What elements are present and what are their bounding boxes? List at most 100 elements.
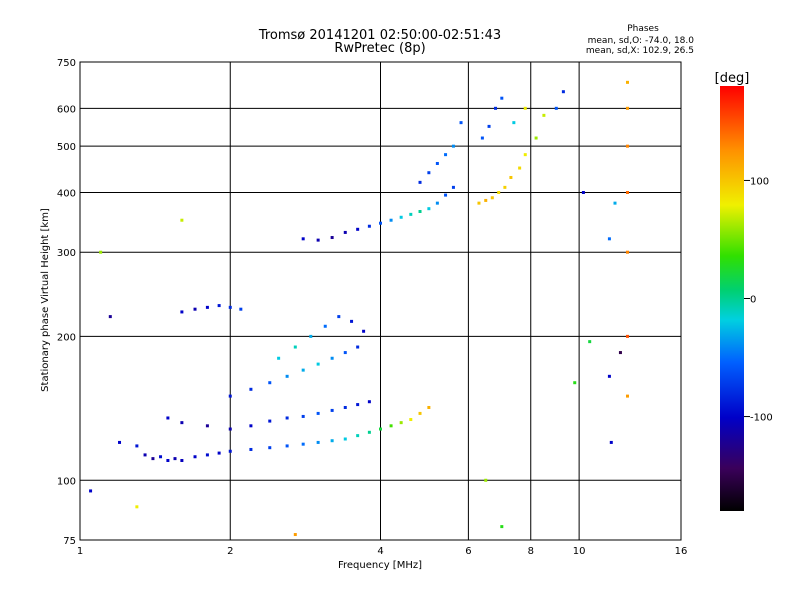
data-point	[494, 106, 498, 110]
data-point	[193, 455, 197, 459]
data-point	[500, 96, 504, 100]
data-point	[228, 449, 232, 453]
data-point	[477, 201, 481, 205]
data-point	[497, 190, 501, 194]
data-point	[444, 153, 448, 157]
x-tick-label: 16	[675, 546, 688, 557]
colorbar-tick-label: -100	[750, 413, 773, 424]
data-point	[573, 381, 577, 385]
y-axis-ticks: 75 100 200 300 400 500 600 750	[57, 58, 76, 547]
stats-o: mean, sd,O: -74.0, 18.0	[588, 36, 695, 46]
data-point	[228, 394, 232, 398]
data-point	[607, 237, 611, 241]
colorbar-tick-label: 100	[750, 176, 769, 187]
data-point	[89, 489, 93, 493]
data-point	[249, 387, 253, 391]
data-point	[389, 424, 393, 428]
data-point	[301, 368, 305, 372]
data-point	[323, 324, 327, 328]
data-point	[409, 212, 413, 216]
data-point	[135, 444, 139, 448]
data-point	[480, 136, 484, 140]
data-point	[367, 400, 371, 404]
y-tick-label: 300	[57, 248, 76, 259]
data-point	[613, 201, 617, 205]
x-tick-label: 10	[573, 546, 586, 557]
data-point	[607, 374, 611, 378]
x-tick-label: 6	[465, 546, 471, 557]
data-point	[277, 356, 281, 360]
data-point	[108, 315, 112, 319]
data-point	[151, 457, 155, 461]
data-point	[534, 136, 538, 140]
data-point	[205, 305, 209, 309]
x-tick-label: 2	[227, 546, 233, 557]
data-point	[301, 442, 305, 446]
data-point	[268, 381, 272, 385]
data-point	[180, 218, 184, 222]
data-point	[330, 408, 334, 412]
data-point	[350, 319, 354, 323]
x-tick-label: 1	[77, 546, 83, 557]
data-point	[356, 227, 360, 231]
data-point	[523, 153, 527, 157]
data-point	[451, 185, 455, 189]
data-point	[343, 437, 347, 441]
x-tick-label: 4	[377, 546, 383, 557]
data-point	[217, 451, 221, 455]
data-point	[173, 457, 177, 461]
data-point	[285, 444, 289, 448]
data-point	[285, 416, 289, 420]
data-point	[625, 250, 629, 254]
colorbar-tick-label: 0	[750, 295, 756, 306]
data-point	[99, 250, 103, 254]
data-point	[503, 185, 507, 189]
data-point	[554, 106, 558, 110]
data-point	[625, 106, 629, 110]
data-point	[581, 190, 585, 194]
data-point	[451, 144, 455, 148]
data-point	[143, 453, 147, 457]
data-point	[330, 356, 334, 360]
data-point	[249, 447, 253, 451]
data-point	[293, 345, 297, 349]
data-point	[205, 424, 209, 428]
chart-subtitle: RwPretec (8p)	[334, 41, 425, 56]
data-point	[367, 430, 371, 434]
data-point	[379, 427, 382, 431]
data-point	[362, 329, 366, 333]
y-tick-label: 200	[57, 332, 76, 343]
data-point	[193, 307, 197, 311]
data-point	[316, 411, 320, 415]
data-point	[356, 345, 360, 349]
data-point	[217, 304, 221, 308]
data-point	[330, 236, 334, 240]
colorbar-label: [deg]	[715, 71, 750, 86]
data-point	[309, 334, 313, 338]
data-point	[418, 210, 422, 214]
data-point	[301, 237, 305, 241]
data-point	[542, 113, 546, 117]
data-point	[293, 533, 297, 537]
data-point	[399, 421, 403, 425]
scatter-points	[89, 80, 629, 537]
data-point	[239, 307, 243, 311]
data-point	[588, 340, 592, 344]
x-axis-label: Frequency [MHz]	[338, 560, 422, 571]
y-tick-label: 400	[57, 188, 76, 199]
data-point	[625, 190, 629, 194]
stats-header: Phases	[627, 24, 659, 34]
data-point	[409, 418, 413, 422]
x-tick-label: 8	[528, 546, 534, 557]
data-point	[427, 171, 431, 175]
data-point	[561, 90, 565, 94]
grid-lines	[80, 62, 681, 540]
data-point	[618, 351, 622, 355]
y-tick-label: 600	[57, 104, 76, 115]
data-point	[180, 421, 184, 425]
data-point	[625, 394, 629, 398]
data-point	[135, 505, 139, 509]
data-point	[367, 224, 371, 228]
data-point	[444, 193, 448, 197]
data-point	[625, 144, 629, 148]
